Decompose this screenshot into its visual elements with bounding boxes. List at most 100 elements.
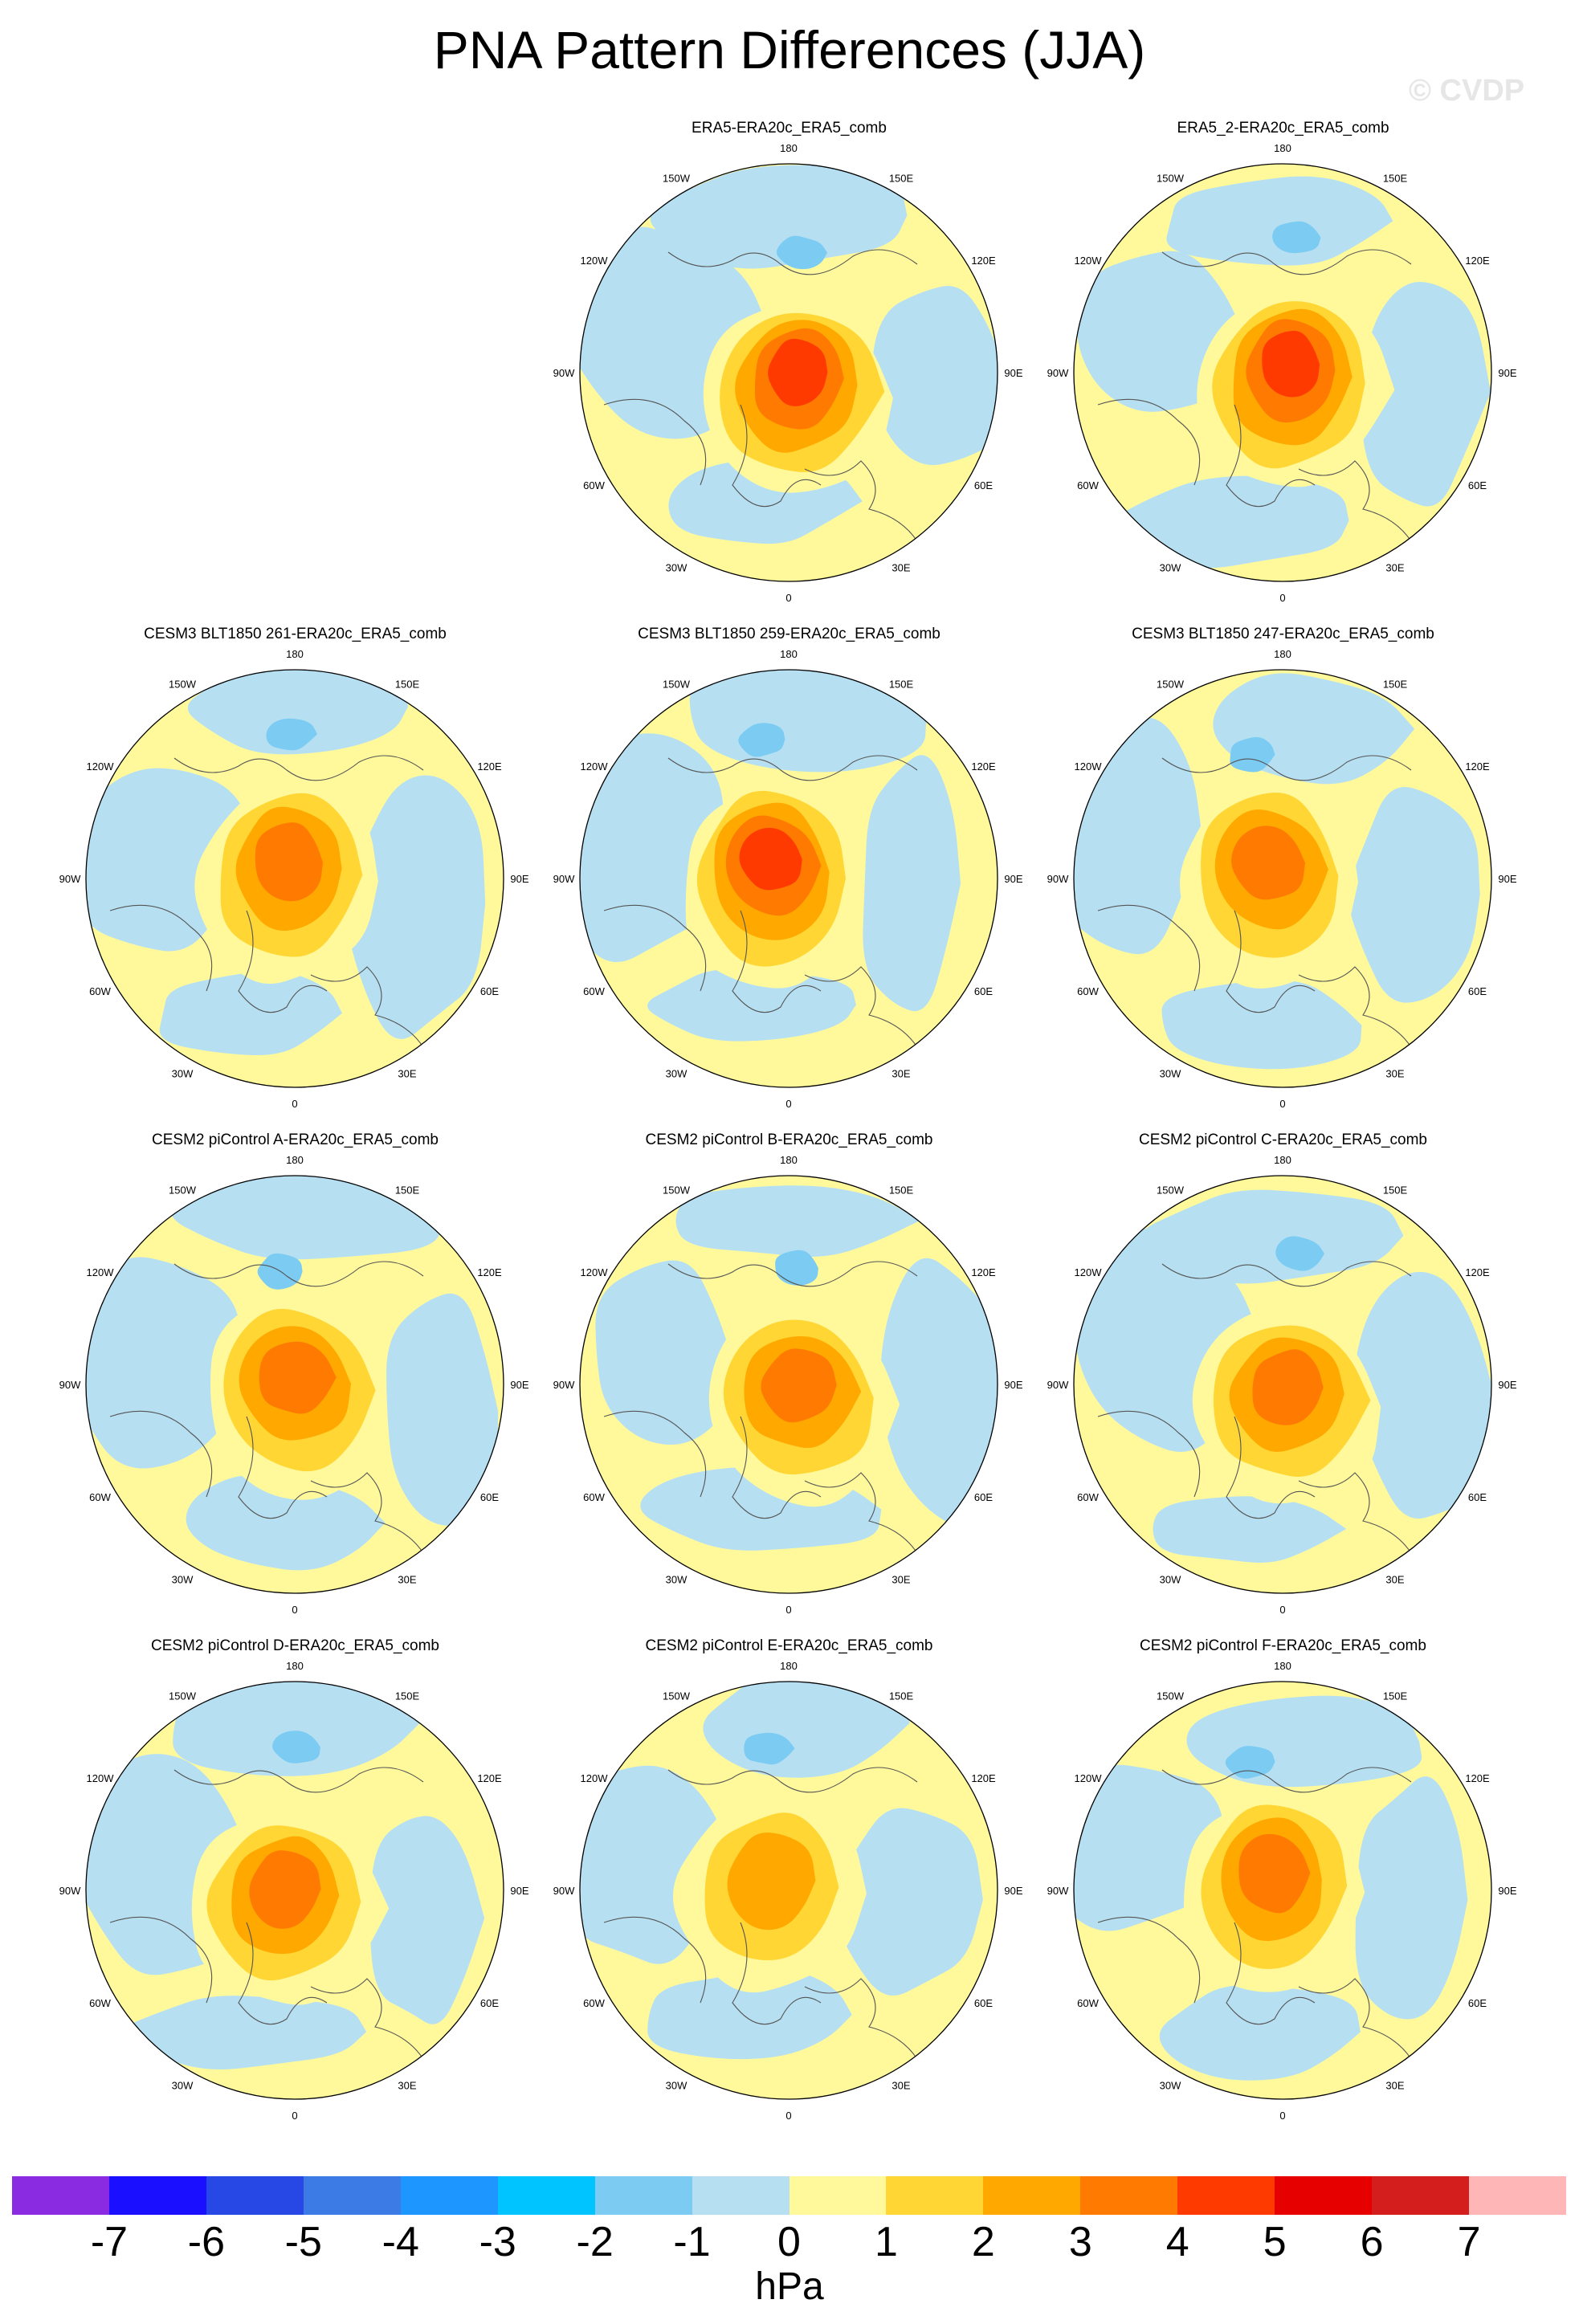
- watermark: © CVDP: [1409, 74, 1525, 108]
- longitude-label: 90E: [1498, 1885, 1516, 1897]
- negative-anomaly-core: [1272, 221, 1321, 254]
- longitude-label: 60W: [1077, 1491, 1099, 1503]
- longitude-label: 120E: [477, 1266, 502, 1278]
- coastlines: [603, 1261, 918, 1554]
- longitude-label: 180: [780, 648, 798, 660]
- longitude-label: 60W: [89, 1491, 111, 1503]
- longitude-label: 30W: [666, 1574, 687, 1586]
- longitude-label: 150E: [889, 1690, 914, 1702]
- longitude-label: 30E: [398, 2080, 416, 2092]
- negative-anomaly-region: [1361, 282, 1491, 507]
- colorbar: [12, 2176, 1567, 2215]
- negative-anomaly-core: [775, 1250, 818, 1286]
- negative-anomaly-region: [187, 670, 408, 755]
- coastlines: [109, 1261, 424, 1554]
- positive-anomaly-contour: [727, 1832, 816, 1931]
- longitude-label: 30E: [892, 1574, 910, 1586]
- colorbar-tick-label: -6: [187, 2219, 225, 2265]
- longitude-label: 150W: [663, 1184, 691, 1197]
- longitude-label: 90E: [510, 1885, 528, 1897]
- colorbar-segment: [594, 2176, 693, 2215]
- coastlines: [1097, 249, 1412, 542]
- panel-title: ERA5_2-ERA20c_ERA5_comb: [1177, 120, 1389, 137]
- positive-anomaly-contour: [761, 1348, 837, 1423]
- longitude-label: 120E: [971, 1772, 996, 1784]
- polar-map: 180 150E 120E 90E 60E 30E 0 30W 60W 90W 120W 150W: [553, 1660, 1023, 2122]
- colorbar-tick-label: 0: [777, 2219, 801, 2265]
- longitude-label: 30W: [1160, 1068, 1181, 1080]
- longitude-label: 120E: [477, 760, 502, 773]
- map-panel: CESM3 BLT1850 261-ERA20c_ERA5_comb 180 150…: [48, 625, 542, 1131]
- longitude-label: 60E: [1468, 1997, 1487, 2009]
- colorbar-segment: [400, 2176, 499, 2215]
- colorbar-segment: [1080, 2176, 1178, 2215]
- positive-anomaly-contour: [255, 822, 323, 902]
- panel-title: CESM3 BLT1850 259-ERA20c_ERA5_comb: [638, 626, 940, 642]
- longitude-label: 120W: [87, 1266, 115, 1278]
- negative-anomaly-region: [1161, 980, 1362, 1070]
- longitude-label: 150E: [395, 1184, 420, 1197]
- longitude-label: 60E: [480, 985, 499, 997]
- longitude-label: 60W: [583, 985, 605, 997]
- longitude-label: 30E: [892, 1068, 910, 1080]
- coastlines: [603, 755, 918, 1048]
- longitude-label: 30W: [1160, 1574, 1181, 1586]
- longitude-label: 90E: [1004, 367, 1022, 379]
- coastlines: [603, 1767, 918, 2060]
- longitude-label: 120E: [971, 255, 996, 267]
- longitude-label: 0: [785, 592, 791, 604]
- longitude-label: 120E: [477, 1772, 502, 1784]
- longitude-label: 90W: [1047, 1379, 1069, 1391]
- longitude-label: 150W: [169, 1184, 197, 1197]
- panel-title: CESM2 piControl B-ERA20c_ERA5_comb: [645, 1131, 933, 1148]
- panel-title: CESM2 piControl C-ERA20c_ERA5_comb: [1138, 1131, 1428, 1148]
- coastlines: [109, 1767, 424, 2060]
- negative-anomaly-region: [173, 1682, 420, 1776]
- coastlines: [1097, 1767, 1412, 2060]
- longitude-label: 90E: [510, 873, 528, 885]
- negative-anomaly-region: [871, 286, 998, 466]
- longitude-label: 60E: [1468, 985, 1487, 997]
- longitude-label: 120E: [971, 1266, 996, 1278]
- longitude-label: 60W: [583, 1997, 605, 2009]
- longitude-label: 180: [780, 1660, 798, 1672]
- longitude-label: 120W: [581, 760, 609, 773]
- map-border: [579, 1175, 998, 1594]
- longitude-label: 30E: [398, 1574, 416, 1586]
- map-border: [85, 1175, 504, 1594]
- longitude-label: 180: [780, 142, 798, 154]
- longitude-label: 150W: [663, 173, 691, 185]
- colorbar-tick-label: 5: [1263, 2219, 1287, 2265]
- longitude-label: 60W: [583, 479, 605, 491]
- longitude-label: 30W: [172, 1068, 194, 1080]
- longitude-label: 150W: [1157, 173, 1185, 185]
- colorbar-tick-label: -7: [90, 2219, 129, 2265]
- map-border: [1073, 163, 1492, 582]
- colorbar-tick-label: -5: [284, 2219, 322, 2265]
- longitude-label: 120W: [87, 1772, 115, 1784]
- colorbar-segment: [1372, 2176, 1470, 2215]
- colorbar-tick-label: 4: [1165, 2219, 1189, 2265]
- longitude-label: 150E: [395, 1690, 420, 1702]
- negative-anomaly-region: [1166, 176, 1393, 266]
- longitude-label: 0: [292, 2110, 297, 2122]
- longitude-label: 150W: [663, 1690, 691, 1702]
- map-border: [85, 669, 504, 1088]
- colorbar-labels: -7 -6 -5 -4 -3 -2 -1 0 1 2 3 4 5 6 7: [0, 2216, 1579, 2268]
- negative-anomaly-core: [272, 1731, 320, 1763]
- polar-map: 180 150E 120E 90E 60E 30E 0 30W 60W 90W 120W 150W: [1047, 142, 1517, 604]
- longitude-label: 90E: [1004, 1885, 1022, 1897]
- longitude-label: 30E: [1385, 1068, 1404, 1080]
- polar-map: 180 150E 120E 90E 60E 30E 0 30W 60W 90W 120W 150W: [1047, 1660, 1517, 2122]
- longitude-label: 90E: [1498, 873, 1516, 885]
- map-panel: ERA5_2-ERA20c_ERA5_comb 180 150E 120E 90E 60E…: [1036, 119, 1530, 625]
- longitude-label: 30E: [892, 562, 910, 574]
- longitude-label: 90E: [510, 1379, 528, 1391]
- map-border: [1073, 669, 1492, 1088]
- positive-anomaly-contour: [1231, 826, 1305, 900]
- longitude-label: 30E: [1385, 2080, 1404, 2092]
- polar-map: 180 150E 120E 90E 60E 30E 0 30W 60W 90W 120W 150W: [553, 142, 1023, 604]
- colorbar-segment: [789, 2176, 887, 2215]
- longitude-label: 60E: [974, 1491, 993, 1503]
- negative-anomaly-region: [1355, 1776, 1468, 2020]
